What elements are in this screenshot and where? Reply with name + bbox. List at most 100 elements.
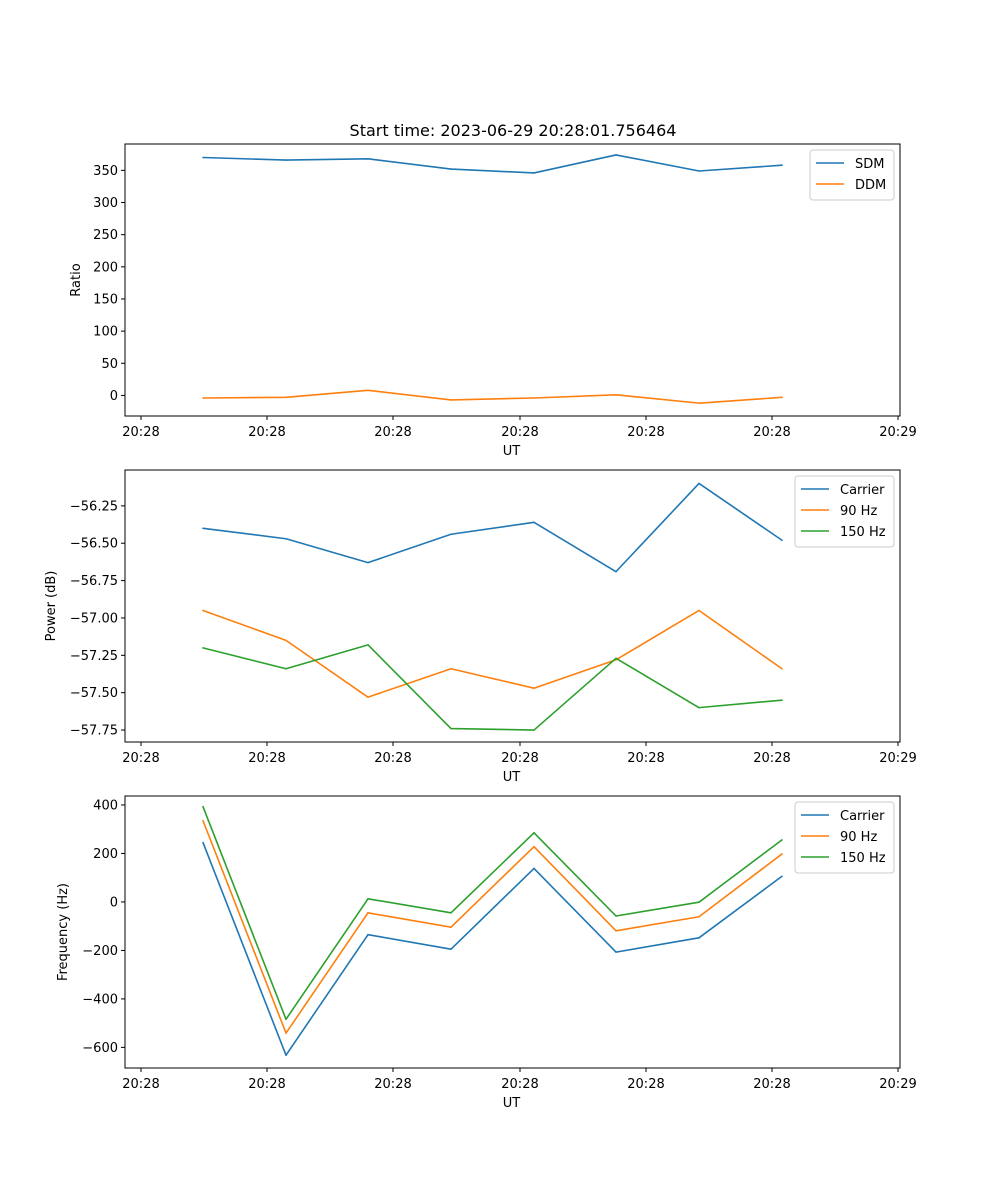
legend: SDM DDM — [809, 149, 895, 201]
data-point — [450, 533, 452, 536]
x-tick-label: 20:28 — [122, 1077, 159, 1092]
data-point — [781, 853, 783, 855]
x-tick-label: 20:28 — [753, 425, 790, 440]
x-axis-label: UT — [503, 1096, 521, 1111]
plot-frame — [124, 469, 901, 743]
x-axis-label: UT — [503, 444, 521, 459]
y-tick-label: −200 — [82, 944, 118, 959]
data-point — [781, 164, 783, 167]
data-point — [202, 647, 204, 649]
y-tick-label: −56.25 — [70, 499, 118, 514]
data-point — [367, 897, 369, 900]
data-point — [781, 667, 783, 670]
legend-box — [794, 475, 895, 548]
y-tick-label: −600 — [82, 1041, 118, 1056]
series-line — [202, 842, 783, 1056]
data-point — [533, 172, 535, 174]
data-point — [367, 912, 369, 914]
data-point — [698, 402, 700, 404]
x-tick-label: 20:28 — [501, 1077, 538, 1092]
x-axis-label: UT — [503, 770, 521, 785]
series-line — [202, 806, 783, 1021]
data-point — [615, 929, 617, 932]
x-tick-label: 20:28 — [248, 425, 285, 440]
y-tick-label: 0 — [110, 389, 118, 404]
data-point — [698, 706, 700, 709]
data-point — [450, 926, 452, 928]
legend: Carrier 90 Hz 150 Hz — [794, 475, 895, 548]
data-point — [450, 168, 452, 170]
x-tick-label: 20:28 — [122, 751, 159, 766]
data-point — [450, 727, 452, 730]
data-point — [533, 832, 535, 834]
data-point — [615, 154, 617, 156]
legend-label: Carrier — [840, 809, 885, 824]
x-tick-label: 20:29 — [879, 751, 916, 766]
y-tick-label: −57.75 — [70, 724, 118, 739]
data-point — [781, 539, 783, 542]
data-point — [285, 1054, 287, 1056]
series-line — [202, 644, 783, 731]
x-tick-label: 20:28 — [753, 1077, 790, 1092]
series-line — [202, 389, 783, 404]
x-tick-label: 20:28 — [627, 425, 664, 440]
data-point — [533, 729, 535, 731]
data-point — [285, 1018, 287, 1021]
data-point — [202, 841, 204, 844]
x-tick-label: 20:28 — [248, 751, 285, 766]
data-point — [202, 609, 204, 612]
ratio-chart: 0 50 100 150 200 250 300 350 20:28 20:28 20:28 20:2… — [69, 143, 917, 459]
data-point — [615, 915, 617, 917]
data-point — [285, 639, 287, 642]
series-line — [202, 820, 783, 1034]
y-tick-label: −400 — [82, 992, 118, 1007]
data-point — [450, 948, 452, 951]
plot-frame — [124, 143, 901, 417]
power-chart: −57.75 −57.50 −57.25 −57.00 −56.75 −56.50 −56.… — [44, 469, 917, 785]
data-point — [450, 667, 452, 670]
data-point — [698, 170, 700, 172]
y-tick-label: 200 — [93, 847, 118, 862]
data-point — [367, 933, 369, 936]
data-point — [533, 397, 535, 399]
data-point — [698, 901, 700, 903]
data-point — [698, 915, 700, 918]
data-point — [202, 527, 204, 530]
legend-label: 150 Hz — [840, 851, 886, 866]
data-point — [781, 396, 783, 399]
data-point — [781, 699, 783, 701]
legend-label: 90 Hz — [840, 504, 877, 519]
legend-label: 90 Hz — [840, 830, 877, 845]
data-point — [285, 537, 287, 540]
x-tick-label: 20:29 — [879, 425, 916, 440]
x-tick-label: 20:28 — [374, 1077, 411, 1092]
data-point — [202, 805, 204, 808]
data-point — [202, 397, 204, 399]
plot-frame — [124, 795, 901, 1069]
data-point — [533, 845, 535, 848]
y-tick-label: 250 — [93, 228, 118, 243]
y-tick-label: 400 — [93, 798, 118, 813]
y-tick-label: 150 — [93, 292, 118, 307]
y-tick-label: 200 — [93, 260, 118, 275]
data-point — [285, 396, 287, 399]
x-tick-label: 20:28 — [374, 425, 411, 440]
y-tick-label: −57.00 — [70, 611, 118, 626]
series-line — [202, 482, 783, 573]
y-tick-label: 350 — [93, 164, 118, 179]
legend-label: DDM — [855, 178, 886, 193]
legend: Carrier 90 Hz 150 Hz — [794, 801, 895, 874]
legend-box — [794, 801, 895, 874]
data-point — [202, 156, 204, 159]
data-point — [285, 159, 287, 161]
data-point — [367, 389, 369, 392]
data-point — [615, 393, 617, 396]
x-tick-label: 20:28 — [374, 751, 411, 766]
legend-label: SDM — [855, 157, 884, 172]
x-tick-label: 20:28 — [501, 425, 538, 440]
y-tick-label: 300 — [93, 196, 118, 211]
frequency-chart: −600 −400 −200 0 200 400 20:28 20:28 20:28 20:28 2… — [56, 795, 917, 1111]
chart-title: Start time: 2023-06-29 20:28:01.756464 — [350, 121, 677, 140]
data-point — [285, 667, 287, 670]
